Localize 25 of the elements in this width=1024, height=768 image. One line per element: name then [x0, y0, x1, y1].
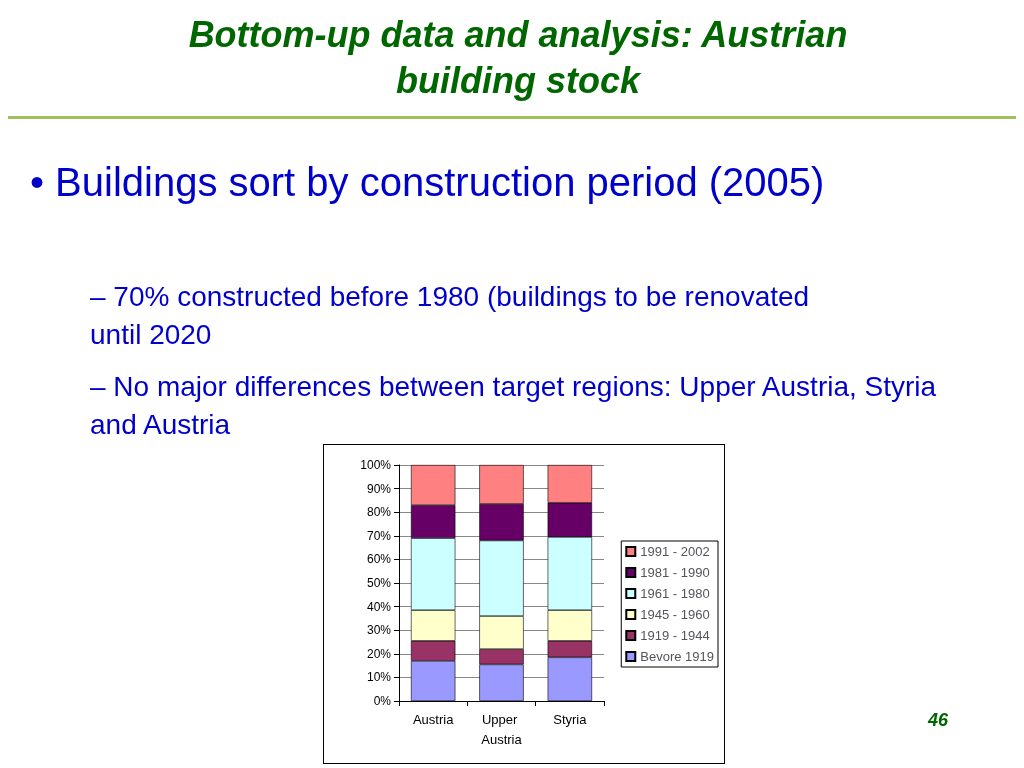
- legend-label: Bevore 1919: [640, 649, 715, 664]
- y-tick-label: 60%: [366, 552, 392, 567]
- x-tick-label: Austria: [412, 711, 455, 727]
- y-tick-label: 100%: [360, 458, 392, 472]
- legend-label: 1961 - 1980: [640, 586, 710, 601]
- text: • Buildings sort by construction period (2005): [30, 159, 826, 206]
- x-tick-label: Upper Austria: [481, 711, 523, 747]
- text: – 70% constructed before 1980 (buildings to be renovated until 2020: [90, 280, 811, 352]
- chart-title: Bottom-up data and analysis: Austrian building stock: [187, 13, 849, 103]
- y-tick-label: 0%: [373, 694, 392, 708]
- y-tick-label: 80%: [366, 505, 392, 520]
- y-tick-label: 50%: [366, 576, 392, 590]
- y-tick-label: 70%: [366, 528, 392, 543]
- text: 46: [928, 710, 949, 731]
- legend-label: 1919 - 1944: [640, 628, 710, 643]
- y-tick-label: 10%: [366, 670, 392, 685]
- text: – No major differences between target regions: Upper Austria, Styria and Austria: [90, 370, 938, 442]
- legend-label: 1981 - 1990: [640, 565, 710, 580]
- legend-label: 1991 - 2002: [640, 544, 710, 559]
- y-tick-label: 90%: [366, 481, 392, 496]
- x-tick-label: Styria: [553, 711, 588, 727]
- y-tick-label: 20%: [366, 646, 392, 661]
- y-tick-label: 30%: [366, 623, 392, 638]
- y-tick-label: 40%: [366, 599, 392, 614]
- legend-label: 1945 - 1960: [640, 607, 710, 622]
